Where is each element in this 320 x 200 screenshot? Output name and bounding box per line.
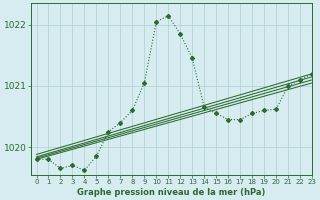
X-axis label: Graphe pression niveau de la mer (hPa): Graphe pression niveau de la mer (hPa) <box>77 188 266 197</box>
